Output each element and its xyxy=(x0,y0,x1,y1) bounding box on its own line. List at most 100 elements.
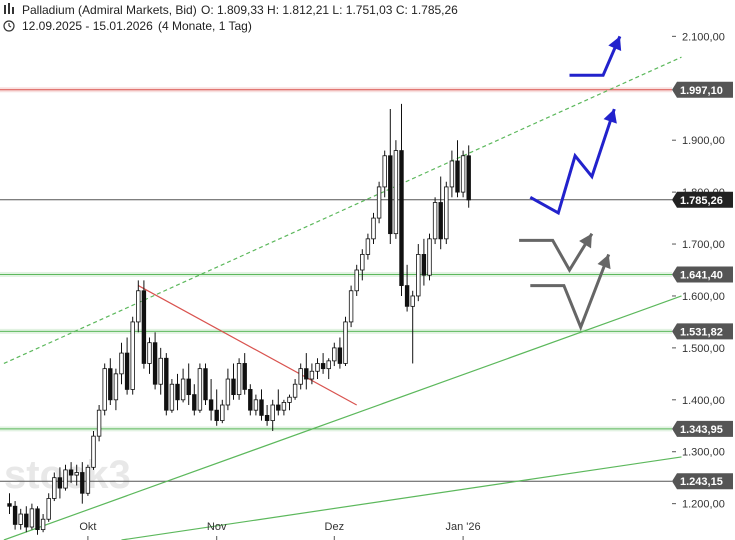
candle-body xyxy=(348,290,354,323)
candle-body xyxy=(113,373,119,401)
candle-30 xyxy=(175,373,180,411)
candle-81 xyxy=(460,150,466,198)
candle-body xyxy=(119,352,124,375)
candle-body xyxy=(208,399,214,411)
candle-42 xyxy=(242,353,247,395)
price-levels xyxy=(0,87,672,482)
candle-body xyxy=(158,357,163,385)
candle-39 xyxy=(225,368,231,411)
candle-body xyxy=(18,513,23,525)
price-label-tag xyxy=(672,420,733,437)
candle-36 xyxy=(208,379,214,421)
y-tick-label-5: 1.500,00 xyxy=(682,343,725,355)
trend-line-3 xyxy=(138,285,357,406)
candle-body xyxy=(449,160,455,188)
x-axis: Okt Nov Dez Jan '26 xyxy=(79,521,481,540)
candle-27 xyxy=(158,347,163,395)
candle-78 xyxy=(444,181,449,245)
price-level-labels: 1.997,10 1.785,26 1.641,40 1.531,82 1.343,95… xyxy=(672,81,733,490)
candle-37 xyxy=(214,389,219,426)
candle-body xyxy=(416,254,421,297)
candle-body xyxy=(152,342,158,385)
candle-65 xyxy=(371,212,376,245)
candle-40 xyxy=(231,363,236,400)
candle-20 xyxy=(119,342,124,385)
candle-6 xyxy=(40,514,46,533)
price-label-1: 1.785,26 xyxy=(672,191,733,208)
candle-14 xyxy=(85,464,91,496)
candle-23 xyxy=(136,280,141,333)
y-axis: 2.100,001.900,001.800,001.700,001.600,00… xyxy=(672,31,725,511)
candle-55 xyxy=(315,358,320,380)
candle-21 xyxy=(124,337,130,395)
scenario-arrowhead-2 xyxy=(579,233,592,249)
candle-body xyxy=(96,409,102,437)
candle-body xyxy=(326,360,331,370)
candle-body xyxy=(427,238,432,276)
candle-body xyxy=(108,368,113,401)
candle-12 xyxy=(74,464,79,486)
chart-header: Palladium (Admiral Markets, Bid) O: 1.80… xyxy=(3,3,458,33)
candle-71 xyxy=(404,264,410,312)
candle-body xyxy=(169,383,175,411)
candle-body xyxy=(432,202,438,240)
candle-22 xyxy=(130,316,135,395)
date-range: 12.09.2025 - 15.01.2026 xyxy=(22,19,153,33)
candle-52 xyxy=(298,363,303,390)
candle-9 xyxy=(57,467,63,499)
candle-body xyxy=(371,217,376,240)
candle-body xyxy=(197,368,203,411)
candle-body xyxy=(410,295,415,307)
instrument-name: Palladium (Admiral Markets, Bid) xyxy=(22,3,197,17)
candle-64 xyxy=(365,233,371,260)
candle-body xyxy=(80,472,85,494)
candle-34 xyxy=(197,363,203,413)
candle-body xyxy=(421,254,427,276)
candle-body xyxy=(309,370,315,380)
candle-body xyxy=(337,347,343,364)
candle-body xyxy=(382,155,387,188)
scenario-arrowhead-3 xyxy=(597,254,611,270)
candle-body xyxy=(141,290,147,364)
candle-body xyxy=(455,160,460,193)
x-tick-label-3: Jan '26 xyxy=(446,521,481,533)
candle-body xyxy=(236,363,242,396)
candle-46 xyxy=(264,405,270,426)
candle-45 xyxy=(259,389,264,421)
price-label-2: 1.641,40 xyxy=(672,266,733,283)
candle-29 xyxy=(169,379,175,413)
candle-body xyxy=(304,368,309,380)
candle-body xyxy=(242,363,247,390)
candle-body xyxy=(365,238,371,255)
candle-body xyxy=(91,435,96,468)
candle-body xyxy=(259,399,264,416)
candle-18 xyxy=(108,358,113,405)
candle-body xyxy=(203,368,208,401)
candle-body xyxy=(404,285,410,307)
candles-icon xyxy=(4,3,14,14)
candle-38 xyxy=(220,399,225,424)
price-label-tag xyxy=(672,81,733,98)
period-info: (4 Monate, 1 Tag) xyxy=(158,19,252,33)
scenario-arrowhead-0 xyxy=(603,109,617,124)
candle-body xyxy=(68,469,74,476)
x-tick-label-2: Dez xyxy=(325,521,345,533)
clock-icon xyxy=(3,20,15,32)
price-label-0: 1.997,10 xyxy=(672,81,733,98)
candle-body xyxy=(444,186,449,240)
price-label-tag xyxy=(672,473,733,490)
candle-3 xyxy=(24,506,29,533)
scenario-path-0 xyxy=(529,108,616,216)
candle-body xyxy=(438,202,443,240)
candle-body xyxy=(253,399,259,411)
price-label-tag xyxy=(672,191,733,208)
candle-body xyxy=(393,150,399,235)
candle-26 xyxy=(152,332,158,390)
candle-50 xyxy=(287,394,292,411)
candle-72 xyxy=(410,290,415,364)
price-label-tag xyxy=(672,323,733,340)
candle-body xyxy=(225,378,231,406)
trend-lines xyxy=(3,56,682,540)
candle-body xyxy=(298,368,303,385)
